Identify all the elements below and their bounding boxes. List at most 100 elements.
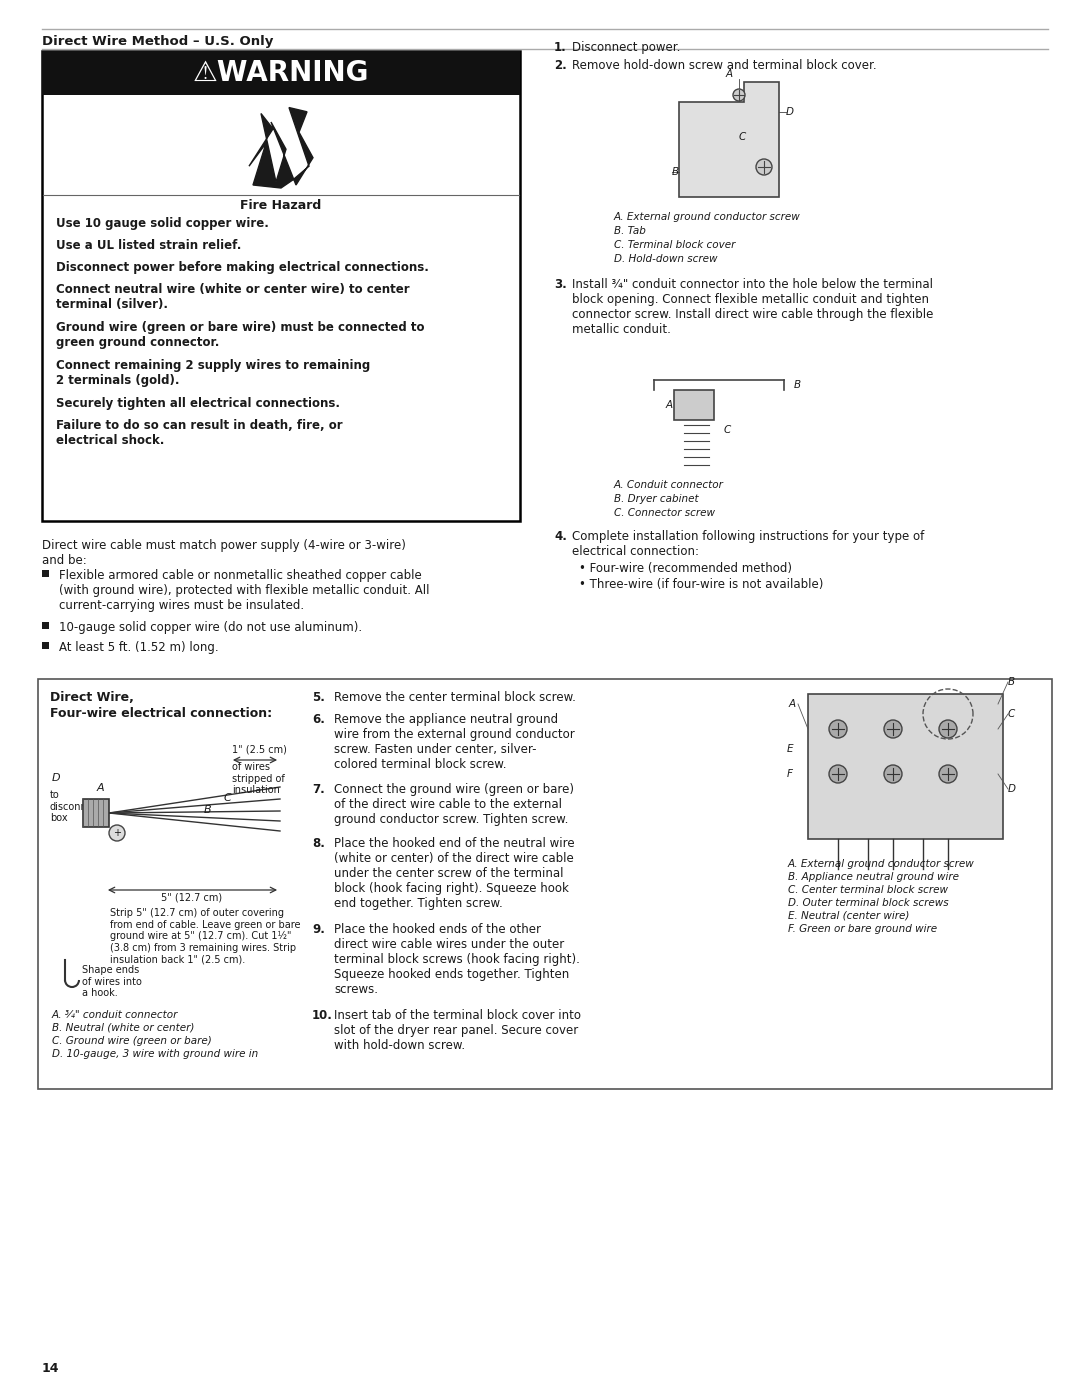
Text: B. Tab: B. Tab — [615, 226, 646, 236]
Text: Remove the center terminal block screw.: Remove the center terminal block screw. — [334, 692, 576, 704]
Circle shape — [885, 766, 902, 782]
Text: Failure to do so can result in death, fire, or
electrical shock.: Failure to do so can result in death, fi… — [56, 419, 342, 447]
Text: C. Terminal block cover: C. Terminal block cover — [615, 240, 735, 250]
Text: C: C — [724, 425, 731, 434]
Text: 1.: 1. — [554, 41, 567, 54]
Polygon shape — [674, 390, 714, 420]
Text: B: B — [794, 380, 801, 390]
Text: 10-gauge solid copper wire (do not use aluminum).: 10-gauge solid copper wire (do not use a… — [59, 622, 362, 634]
Text: A. External ground conductor screw: A. External ground conductor screw — [788, 859, 975, 869]
Text: 5" (12.7 cm): 5" (12.7 cm) — [161, 893, 222, 902]
Circle shape — [829, 766, 847, 782]
Text: Direct Wire Method – U.S. Only: Direct Wire Method – U.S. Only — [42, 35, 273, 47]
Text: A. ¾" conduit connector: A. ¾" conduit connector — [52, 1010, 178, 1020]
Bar — [42, 52, 519, 521]
Text: 4.: 4. — [554, 529, 567, 543]
Polygon shape — [249, 108, 313, 189]
Text: B. Appliance neutral ground wire: B. Appliance neutral ground wire — [788, 872, 959, 882]
Bar — [83, 799, 109, 827]
Text: Direct wire cable must match power supply (4-wire or 3-wire)
and be:: Direct wire cable must match power suppl… — [42, 539, 406, 567]
Text: C. Center terminal block screw: C. Center terminal block screw — [788, 886, 948, 895]
Text: 7.: 7. — [312, 782, 325, 796]
Text: D: D — [786, 108, 794, 117]
Text: 8.: 8. — [312, 837, 325, 849]
Text: B: B — [204, 805, 212, 814]
Circle shape — [756, 159, 772, 175]
Text: 2.: 2. — [554, 59, 567, 73]
Polygon shape — [679, 82, 779, 197]
Text: D: D — [52, 773, 60, 782]
Text: B. Neutral (white or center): B. Neutral (white or center) — [52, 1023, 194, 1032]
Text: Use 10 gauge solid copper wire.: Use 10 gauge solid copper wire. — [56, 217, 269, 231]
Bar — [808, 694, 1003, 840]
Text: Remove the appliance neutral ground
wire from the external ground conductor
scre: Remove the appliance neutral ground wire… — [334, 712, 575, 771]
Text: 5.: 5. — [312, 692, 325, 704]
Text: 6.: 6. — [312, 712, 325, 726]
Text: Securely tighten all electrical connections.: Securely tighten all electrical connecti… — [56, 397, 340, 409]
Text: • Four-wire (recommended method): • Four-wire (recommended method) — [579, 562, 792, 576]
Text: Remove hold-down screw and terminal block cover.: Remove hold-down screw and terminal bloc… — [572, 59, 877, 73]
Text: A: A — [666, 400, 673, 409]
Text: Disconnect power.: Disconnect power. — [572, 41, 680, 54]
Text: F: F — [787, 768, 793, 780]
Text: ⚠WARNING: ⚠WARNING — [193, 59, 369, 87]
Circle shape — [829, 719, 847, 738]
Text: 14: 14 — [42, 1362, 59, 1375]
Text: of wires
stripped of
insulation: of wires stripped of insulation — [232, 761, 285, 795]
Text: Direct Wire,: Direct Wire, — [50, 692, 134, 704]
Text: B: B — [672, 168, 679, 177]
Text: A. External ground conductor screw: A. External ground conductor screw — [615, 212, 800, 222]
Text: Insert tab of the terminal block cover into
slot of the dryer rear panel. Secure: Insert tab of the terminal block cover i… — [334, 1009, 581, 1052]
Bar — [42, 622, 49, 629]
Text: C: C — [224, 793, 232, 803]
Text: Connect neutral wire (white or center wire) to center
terminal (silver).: Connect neutral wire (white or center wi… — [56, 284, 409, 312]
Text: 10.: 10. — [312, 1009, 333, 1023]
Text: C. Ground wire (green or bare): C. Ground wire (green or bare) — [52, 1037, 212, 1046]
Text: B: B — [1008, 678, 1015, 687]
Text: E. Neutral (center wire): E. Neutral (center wire) — [788, 911, 909, 921]
Bar — [42, 570, 49, 577]
Text: • Three-wire (if four-wire is not available): • Three-wire (if four-wire is not availa… — [579, 578, 823, 591]
Circle shape — [109, 826, 125, 841]
Text: F. Green or bare ground wire: F. Green or bare ground wire — [788, 923, 937, 935]
Text: Four-wire electrical connection:: Four-wire electrical connection: — [50, 707, 272, 719]
Text: A: A — [96, 782, 104, 793]
Text: to
disconnect
box: to disconnect box — [50, 789, 103, 823]
Text: 9.: 9. — [312, 923, 325, 936]
Bar — [42, 643, 49, 650]
Text: Install ¾" conduit connector into the hole below the terminal
block opening. Con: Install ¾" conduit connector into the ho… — [572, 278, 933, 337]
Text: D. 10-gauge, 3 wire with ground wire in: D. 10-gauge, 3 wire with ground wire in — [52, 1049, 258, 1059]
Text: Shape ends
of wires into
a hook.: Shape ends of wires into a hook. — [82, 965, 141, 999]
Circle shape — [939, 766, 957, 782]
Text: At least 5 ft. (1.52 m) long.: At least 5 ft. (1.52 m) long. — [59, 641, 218, 654]
Text: Strip 5" (12.7 cm) of outer covering
from end of cable. Leave green or bare
grou: Strip 5" (12.7 cm) of outer covering fro… — [110, 908, 300, 964]
Text: Complete installation following instructions for your type of
electrical connect: Complete installation following instruct… — [572, 529, 924, 557]
Circle shape — [939, 719, 957, 738]
Text: D. Outer terminal block screws: D. Outer terminal block screws — [788, 898, 948, 908]
Text: Connect the ground wire (green or bare)
of the direct wire cable to the external: Connect the ground wire (green or bare) … — [334, 782, 573, 826]
Text: E: E — [786, 745, 793, 754]
Text: B. Dryer cabinet: B. Dryer cabinet — [615, 495, 699, 504]
Text: Flexible armored cable or nonmetallic sheathed copper cable
(with ground wire), : Flexible armored cable or nonmetallic sh… — [59, 569, 430, 612]
Bar — [38, 679, 1052, 1090]
Text: Use a UL listed strain relief.: Use a UL listed strain relief. — [56, 239, 241, 251]
Text: Place the hooked end of the neutral wire
(white or center) of the direct wire ca: Place the hooked end of the neutral wire… — [334, 837, 575, 909]
Circle shape — [885, 719, 902, 738]
Text: Ground wire (green or bare wire) must be connected to
green ground connector.: Ground wire (green or bare wire) must be… — [56, 321, 424, 349]
Text: D: D — [1008, 784, 1016, 793]
Text: 1" (2.5 cm): 1" (2.5 cm) — [232, 745, 287, 754]
Text: A: A — [788, 698, 796, 710]
Text: C: C — [739, 131, 746, 142]
Text: Fire Hazard: Fire Hazard — [241, 198, 322, 212]
Circle shape — [733, 89, 745, 101]
Text: C. Connector screw: C. Connector screw — [615, 509, 715, 518]
Text: Place the hooked ends of the other
direct wire cable wires under the outer
termi: Place the hooked ends of the other direc… — [334, 923, 580, 996]
Text: C: C — [1008, 710, 1015, 719]
Text: +: + — [113, 828, 121, 838]
Text: A. Conduit connector: A. Conduit connector — [615, 481, 724, 490]
Text: A: A — [726, 68, 732, 80]
Text: Connect remaining 2 supply wires to remaining
2 terminals (gold).: Connect remaining 2 supply wires to rema… — [56, 359, 370, 387]
Text: Disconnect power before making electrical connections.: Disconnect power before making electrica… — [56, 261, 429, 274]
Text: 3.: 3. — [554, 278, 567, 291]
Text: D. Hold-down screw: D. Hold-down screw — [615, 254, 717, 264]
